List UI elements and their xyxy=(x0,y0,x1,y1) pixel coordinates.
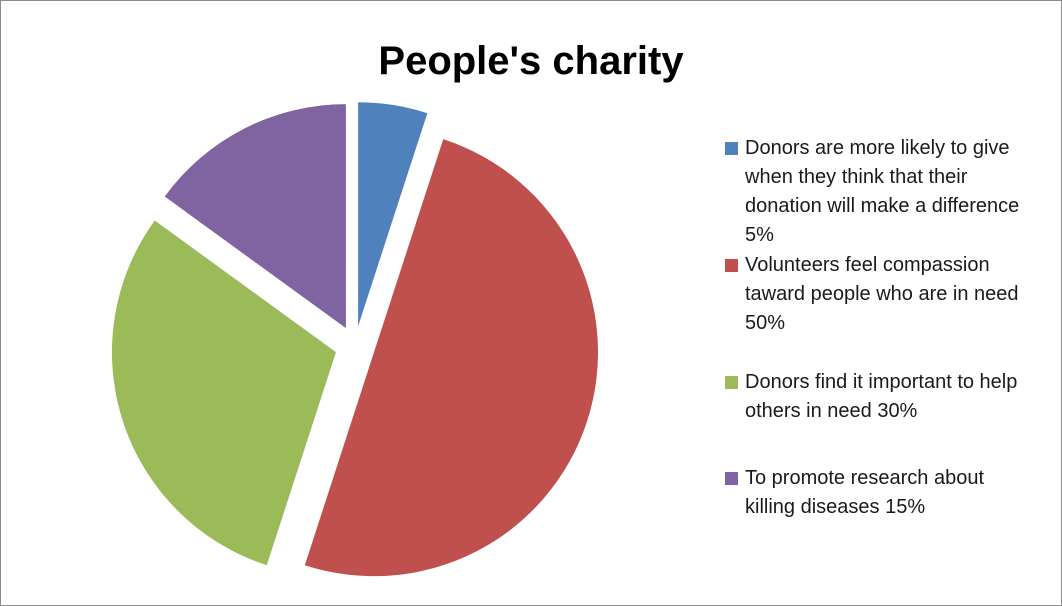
legend-item-4: To promote research about killing diseas… xyxy=(725,464,1035,522)
pie-slice-3 xyxy=(111,220,336,566)
chart-title: People's charity xyxy=(378,39,684,83)
legend-swatch-4 xyxy=(725,472,738,485)
pie-slice-4 xyxy=(164,104,346,329)
legend-swatch-1 xyxy=(725,142,738,155)
legend-swatch-3 xyxy=(725,376,738,389)
pie-slice-2 xyxy=(304,139,599,577)
legend-swatch-2 xyxy=(725,259,738,272)
legend-label-2: Volunteers feel compassion taward people… xyxy=(745,254,1019,334)
pie-slice-1 xyxy=(358,102,428,327)
legend-item-2: Volunteers feel compassion taward people… xyxy=(725,251,1035,338)
legend-item-1: Donors are more likely to give when they… xyxy=(725,134,1035,250)
legend-item-3: Donors find it important to help others … xyxy=(725,368,1035,426)
legend-label-4: To promote research about killing diseas… xyxy=(745,467,985,518)
legend-label-1: Donors are more likely to give when they… xyxy=(745,137,1020,246)
legend-label-3: Donors find it important to help others … xyxy=(745,371,1018,422)
